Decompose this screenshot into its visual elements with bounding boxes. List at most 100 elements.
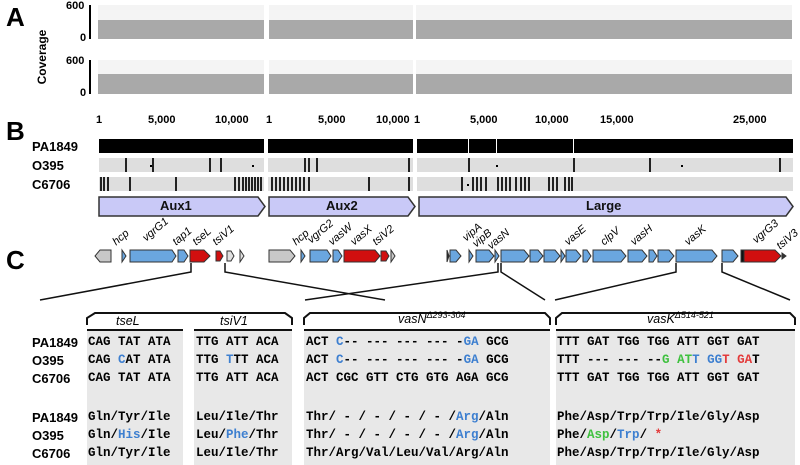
gene-large-5 [529,249,544,263]
gene-aux2-grey-left [268,249,296,263]
dna-pa1849-vasN: ACT C-- --- --- --- -GA GCG [306,335,509,349]
protein-pa1849-vasN: Thr/ - / - / - / - /Arg/Aln [306,410,509,424]
track-o395-aux1 [99,158,264,172]
gene-hcp-aux2 [300,248,306,264]
dna-o395-tseL: CAG CAT ATA [88,353,171,367]
gene-tseL [189,249,211,263]
gene-aux1-grey-right [239,248,245,264]
y-axis-top [89,5,91,39]
connector-vasN-right [500,263,546,301]
connector-tsiV1-right [224,263,386,301]
gene-tsiV2 [380,250,390,262]
track-c6706-aux2 [268,177,413,191]
y-axis-bottom [89,60,91,94]
dna-o395-vasN: ACT C-- --- --- --- -GA GCG [306,353,509,367]
tick-large-10000: 10,000 [535,114,569,126]
panel-c-label: C [6,245,25,275]
track-pa1849-large [417,139,793,153]
track-c6706-large [417,177,793,191]
bracket-vasN [303,312,551,325]
strain-label-pa1849: PA1849 [32,139,79,154]
gene-large-9 [582,249,592,263]
ytick-600-top: 600 [66,0,85,12]
tick-aux1-5000: 5,000 [148,114,176,126]
tick-large-15000: 15,000 [600,114,634,126]
protein-strain-c6706: C6706 [32,446,71,461]
protein-strain-o395: O395 [32,428,64,443]
gene-tsiV3 [781,252,787,260]
protein-o395-vasN: Thr/ - / - / - / - /Arg/Aln [306,428,509,442]
header-tseL: tseL [116,314,140,328]
gene-tap1 [177,249,189,263]
gene-vasN-small [494,248,500,264]
coverage-bottom-large [416,60,792,94]
region-large-arrow [418,196,794,217]
ytick-0-top: 0 [80,32,87,44]
region-aux2-label: Aux2 [326,198,358,213]
tick-large-25000: 25,000 [733,114,767,126]
protein-pa1849-tsiV1: Leu/Ile/Thr [196,410,279,424]
gene-vipB [475,249,495,263]
region-aux1-label: Aux1 [160,198,192,213]
dna-pa1849-tseL: CAG TAT ATA [88,335,171,349]
gene-aux1-grey-small [226,250,235,262]
gene-aux2-grey-right [390,248,396,264]
seq-box-vasN [304,331,550,465]
seq-box-tsiV1 [194,331,292,465]
coverage-top-aux1 [98,5,264,39]
gene-large-1 [449,249,462,263]
gene-large-12 [648,249,658,263]
strain-label-c6706: C6706 [32,177,71,192]
region-aux2-arrow [268,196,416,217]
tick-aux1-1: 1 [96,114,103,126]
track-c6706-aux1 [99,177,264,191]
bracket-aux1 [86,312,293,325]
seq-box-tseL [87,331,183,465]
gene-vipA [468,248,474,264]
dna-strain-o395: O395 [32,353,64,368]
protein-o395-tseL: Gln/His/Ile [88,428,171,442]
gene-large-13 [657,249,675,263]
gene-hcp-aux1 [121,248,127,264]
seq-box-vasK [556,331,795,465]
panel-b-label: B [6,116,25,146]
track-pa1849-aux2 [268,139,413,153]
track-pa1849-aux1 [99,139,264,153]
gene-vgrG2 [309,249,332,263]
dna-c6706-vasN: ACT CGC GTT CTG GTG AGA GCG [306,371,509,385]
coverage-bottom-aux1 [98,60,264,94]
protein-c6706-tsiV1: Leu/Ile/Thr [196,446,279,460]
protein-o395-vasK: Phe/Asp/Trp/ * [557,428,663,442]
connector-vasK-left [554,263,677,301]
gene-vasX [343,249,381,263]
dna-o395-vasK: TTT --- --- --G ATT GGT GAT [557,353,760,367]
gene-aux1-grey-left [94,249,112,263]
region-large-label: Large [586,198,622,213]
gene-vasK [675,249,718,263]
connector-tseL-left [39,263,192,301]
gene-large-7 [560,248,566,264]
gene-vgrG1 [129,249,177,263]
gene-vasN [500,249,530,263]
ytick-0-bottom: 0 [80,87,87,99]
coverage-top-aux2 [269,5,413,39]
protein-c6706-tseL: Gln/Tyr/Ile [88,446,171,460]
dna-c6706-tseL: CAG TAT ATA [88,371,171,385]
protein-c6706-vasK: Phe/Asp/Trp/Trp/Ile/Gly/Asp [557,446,760,460]
protein-pa1849-vasK: Phe/Asp/Trp/Trp/Ile/Gly/Asp [557,410,760,424]
dna-strain-c6706: C6706 [32,371,71,386]
tick-aux2-5000: 5,000 [318,114,346,126]
gene-large-6 [543,249,561,263]
panel-a-label: A [6,2,25,32]
track-o395-aux2 [268,158,413,172]
header-vasK: vasKΔ514-521 [647,310,714,327]
dna-c6706-tsiV1: TTG ATT ACA [196,371,279,385]
coverage-bottom-aux2 [269,60,413,94]
gene-vasW [332,249,343,263]
connector-vasN-left [304,263,499,301]
tick-aux1-10000: 10,000 [215,114,249,126]
gene-clpV [592,249,627,263]
gene-maps [39,248,796,331]
bracket-vasK [555,312,796,325]
dna-o395-tsiV1: TTG TTT ACA [196,353,279,367]
